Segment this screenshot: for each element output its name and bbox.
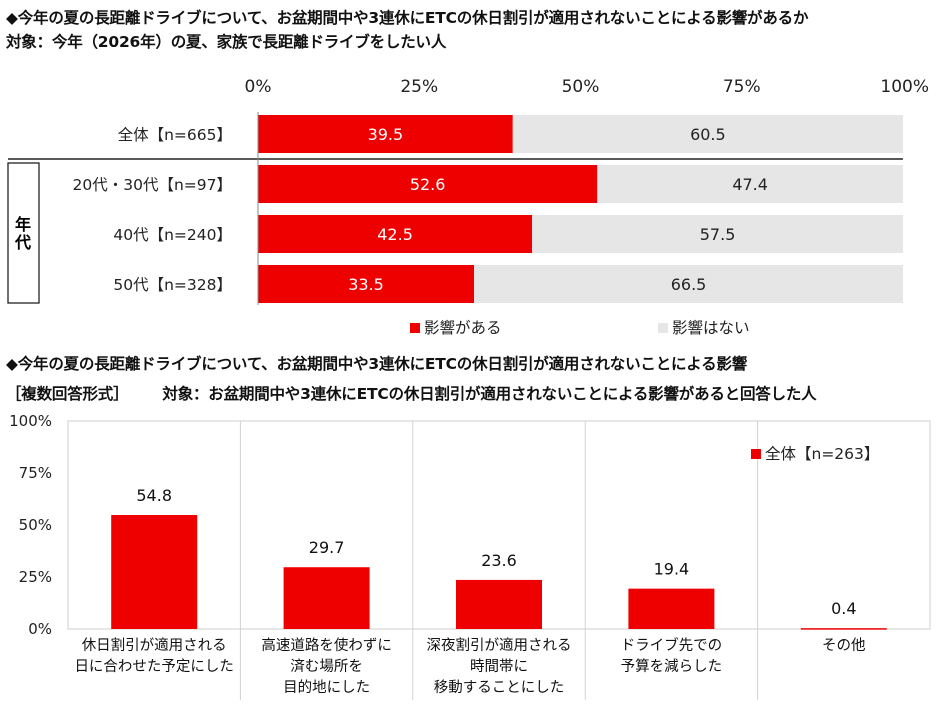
legend-label: 全体【n=263】	[765, 445, 879, 463]
category-label: 目的地にした	[283, 679, 370, 696]
data-label: 57.5	[700, 225, 736, 244]
x-tick-label: 25%	[400, 77, 438, 97]
legend-swatch	[410, 323, 420, 333]
bar	[283, 567, 370, 629]
legend-swatch	[751, 449, 761, 459]
stacked-bar-chart: 0% 25% 50% 75% 100% 年代 全体【n=665】 39.5 60.5 20代・30…	[7, 77, 929, 337]
y-tick-label: 50%	[19, 516, 52, 534]
category-label: その他	[822, 637, 866, 654]
group-label-char: 代	[14, 233, 31, 252]
bar-segment	[512, 115, 903, 153]
legend-label: 影響がある	[424, 319, 502, 337]
data-label: 42.5	[377, 225, 413, 244]
bar-segment	[597, 165, 903, 203]
data-label: 47.4	[732, 175, 768, 194]
category-label: 時間帯に	[470, 658, 528, 675]
category-label: 高速道路を使わずに	[261, 637, 392, 654]
chart2-subtitle-line: ［複数回答形式］ 対象：お盆期間中や3連休にETCの休日割引が適用されないことによ…	[6, 382, 817, 404]
legend-label: 影響はない	[672, 319, 750, 337]
y-tick-label: 0%	[28, 620, 52, 638]
bar	[628, 588, 715, 629]
bar-segment	[258, 115, 513, 153]
y-tick-label: 75%	[19, 464, 52, 482]
chart1-title: ◆今年の夏の長距離ドライブについて、お盆期間中や3連休にETCの休日割引が適用さ…	[6, 9, 809, 27]
y-tick-label: 100%	[9, 412, 52, 430]
row-label: 40代【n=240】	[113, 226, 232, 244]
chart2-format: ［複数回答形式］	[6, 385, 129, 403]
bar	[111, 515, 198, 629]
bar-segment	[474, 265, 903, 303]
legend-swatch	[658, 323, 668, 333]
x-tick-label: 0%	[245, 77, 272, 97]
category-label: 日に合わせた予定にした	[74, 658, 234, 675]
data-label: 0.4	[831, 599, 856, 618]
row-label: 50代【n=328】	[113, 276, 232, 294]
bar	[800, 628, 887, 630]
group-label-char: 年	[15, 215, 31, 234]
bar-segment	[258, 265, 475, 303]
x-tick-label: 75%	[723, 77, 761, 97]
data-label: 39.5	[368, 125, 404, 144]
chart2-title: ◆今年の夏の長距離ドライブについて、お盆期間中や3連休にETCの休日割引が適用さ…	[6, 355, 748, 373]
data-label: 60.5	[690, 125, 726, 144]
category-label: 移動することにした	[434, 679, 565, 696]
bar-segment	[532, 215, 903, 253]
group-box	[7, 162, 40, 304]
data-label: 19.4	[654, 560, 690, 579]
bar	[456, 579, 542, 629]
category-label: 深夜割引が適用される	[427, 636, 572, 654]
data-label: 29.7	[309, 538, 345, 557]
data-label: 52.6	[410, 175, 446, 194]
x-tick-label: 100%	[880, 77, 929, 97]
category-label: ドライブ先での	[621, 636, 723, 654]
x-tick-label: 50%	[562, 77, 600, 97]
chart2-subtitle: 対象：お盆期間中や3連休にETCの休日割引が適用されないことによる影響があると回…	[162, 385, 817, 403]
row-label: 20代・30代【n=97】	[73, 176, 232, 194]
data-label: 23.6	[481, 551, 517, 570]
data-label: 54.8	[136, 486, 172, 505]
y-tick-label: 25%	[19, 568, 52, 586]
data-label: 66.5	[671, 275, 707, 294]
category-label: 休日割引が適用される	[82, 636, 227, 654]
data-label: 33.5	[348, 275, 384, 294]
chart1-subtitle: 対象：今年（2026年）の夏、家族で長距離ドライブをしたい人	[6, 33, 447, 51]
group-label: 年代	[14, 215, 31, 252]
bar-segment	[258, 215, 533, 253]
category-label: 予算を減らした	[621, 658, 723, 675]
category-label: 済む場所を	[290, 658, 363, 675]
bar-segment	[258, 165, 598, 203]
row-label: 全体【n=665】	[118, 126, 232, 144]
